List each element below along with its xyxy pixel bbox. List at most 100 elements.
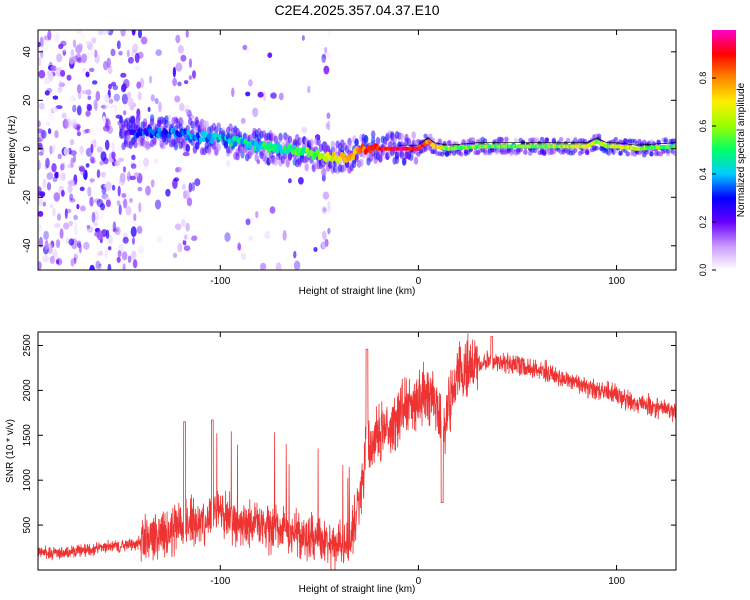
spectrogram-noise-blob [326,51,332,59]
spectrogram-noise-blob [240,117,246,124]
spectrogram-halo-blob [482,138,488,144]
spectrogram-noise-blob [96,265,103,270]
spectrogram-noise-blob [137,245,145,255]
colorbar-bar [712,30,736,270]
spectrogram-noise-blob [103,60,109,71]
spectrogram-halo-blob [399,150,404,158]
spectrogram-halo-blob [352,160,357,168]
spectrogram-noise-blob [104,94,110,103]
spectrogram-noise-blob [70,150,77,156]
spectrogram-halo-blob [354,138,359,147]
spectrogram-noise-blob [121,193,127,198]
colorbar-tick-label: 0.0 [698,264,708,277]
spectrogram-noise-blob [125,171,130,176]
spectrogram-noise-blob [72,104,77,113]
spectrogram-noise-blob [134,172,140,178]
spectrogram-noise-blob [66,74,72,81]
spectrogram-halo-blob [142,118,148,127]
spectrogram-noise-blob [99,210,104,221]
spectrogram-halo-blob [411,131,416,140]
spectrogram-noise-blob [126,171,131,182]
spectrogram-noise-blob [75,44,83,54]
spectrogram-noise-blob [62,49,67,56]
spectrogram-halo-blob [318,144,324,152]
spectrogram-noise-blob [301,35,305,41]
colorbar-tick-label: 0.2 [698,216,708,229]
spectrogram-noise-blob [89,196,94,207]
spectrogram-noise-blob [116,200,121,207]
spectrogram-noise-blob [95,123,100,132]
spectrogram-noise-blob [165,188,171,197]
spectrogram-noise-blob [54,130,59,139]
spectrogram-noise-blob [67,184,73,194]
spectrogram-ridge-point [210,138,214,145]
colorbar-ticks: 0.0 0.2 0.4 0.6 0.8 [698,72,716,277]
spectrogram-noise-blob [71,129,79,137]
spectrogram-noise-blob [132,43,139,53]
spectrogram-halo-blob [371,130,376,139]
spectrogram-ytick-label: -20 [22,190,33,205]
spectrogram-halo-blob [542,150,547,156]
spectrogram-noise-blob [44,77,50,85]
spectrogram-halo-blob [423,146,428,152]
spectrogram-noise-blob [70,49,75,57]
spectrogram-noise-blob [324,238,329,247]
spectrogram-noise-blob [154,199,162,210]
spectrogram-noise-blob [70,118,78,129]
spectrogram-halo-blob [330,140,335,149]
spectrogram-noise-blob [278,92,284,101]
spectrogram-ridge-point [233,140,238,147]
spectrogram-noise-blob [51,249,58,258]
spectrogram-noise-blob [80,205,86,212]
spectrogram-noise-blob [62,118,69,129]
spectrogram-ytick-label: -40 [22,238,33,253]
spectrogram-halo-blob [173,142,179,151]
spectrogram-noise-blob [298,177,304,185]
spectrogram-noise-blob [118,204,122,216]
spectrogram-noise-blob [44,90,50,96]
spectrogram-noise-blob [192,70,196,79]
spectrogram-noise-blob [63,147,70,157]
spectrogram-noise-blob [118,177,126,186]
spectrogram-noise-blob [58,43,64,50]
spectrogram-noise-blob [293,250,297,259]
spectrogram-noise-blob [117,157,124,162]
spectrogram-noise-blob [69,193,74,201]
spectrogram-halo-blob [359,158,364,167]
spectrogram-halo-blob [558,137,564,143]
spectrogram-noise-blob [127,255,132,263]
spectrogram-noise-blob [77,57,83,63]
spectrogram-ridge-point [198,136,203,143]
spectrogram-noise-blob [188,58,193,68]
spectrogram-noise-blob [185,30,189,38]
spectrogram-halo-blob [287,135,293,144]
spectrogram-halo-blob [596,133,602,139]
spectrogram-noise-blob [121,251,128,261]
spectrogram-halo-blob [207,147,212,156]
spectrogram-noise-blob [48,107,55,113]
spectrogram-noise-blob [77,243,82,248]
spectrogram-noise-blob [68,220,73,227]
spectrogram-halo-blob [126,134,131,143]
spectrogram-noise-blob [147,106,151,113]
colorbar-tick-label: 0.6 [698,120,708,133]
spectrogram-noise-blob [47,243,53,255]
spectrogram-noise-blob [173,177,180,182]
spectrogram-noise-blob [322,230,327,240]
spectrogram-noise-blob [111,184,116,191]
spectrogram-noise-blob [86,224,91,230]
spectrogram-noise-blob [76,131,81,137]
snr-xtick-label: 100 [608,576,625,587]
spectrogram-noise-blob [248,79,253,87]
spectrogram-noise-blob [80,53,88,64]
spectrogram-noise-blob [105,30,110,34]
spectrogram-noise-blob [83,241,90,250]
spectrogram-noise-blob [104,247,108,259]
spectrogram-noise-blob [38,210,44,217]
spectrogram-noise-blob [69,138,75,146]
spectrogram-ridge-point [267,147,271,154]
spectrogram-noise-blob [52,95,59,100]
spectrogram-noise-blob [118,51,123,56]
spectrogram-ridge-point [672,144,676,149]
spectrogram-noise-blob [39,102,45,110]
